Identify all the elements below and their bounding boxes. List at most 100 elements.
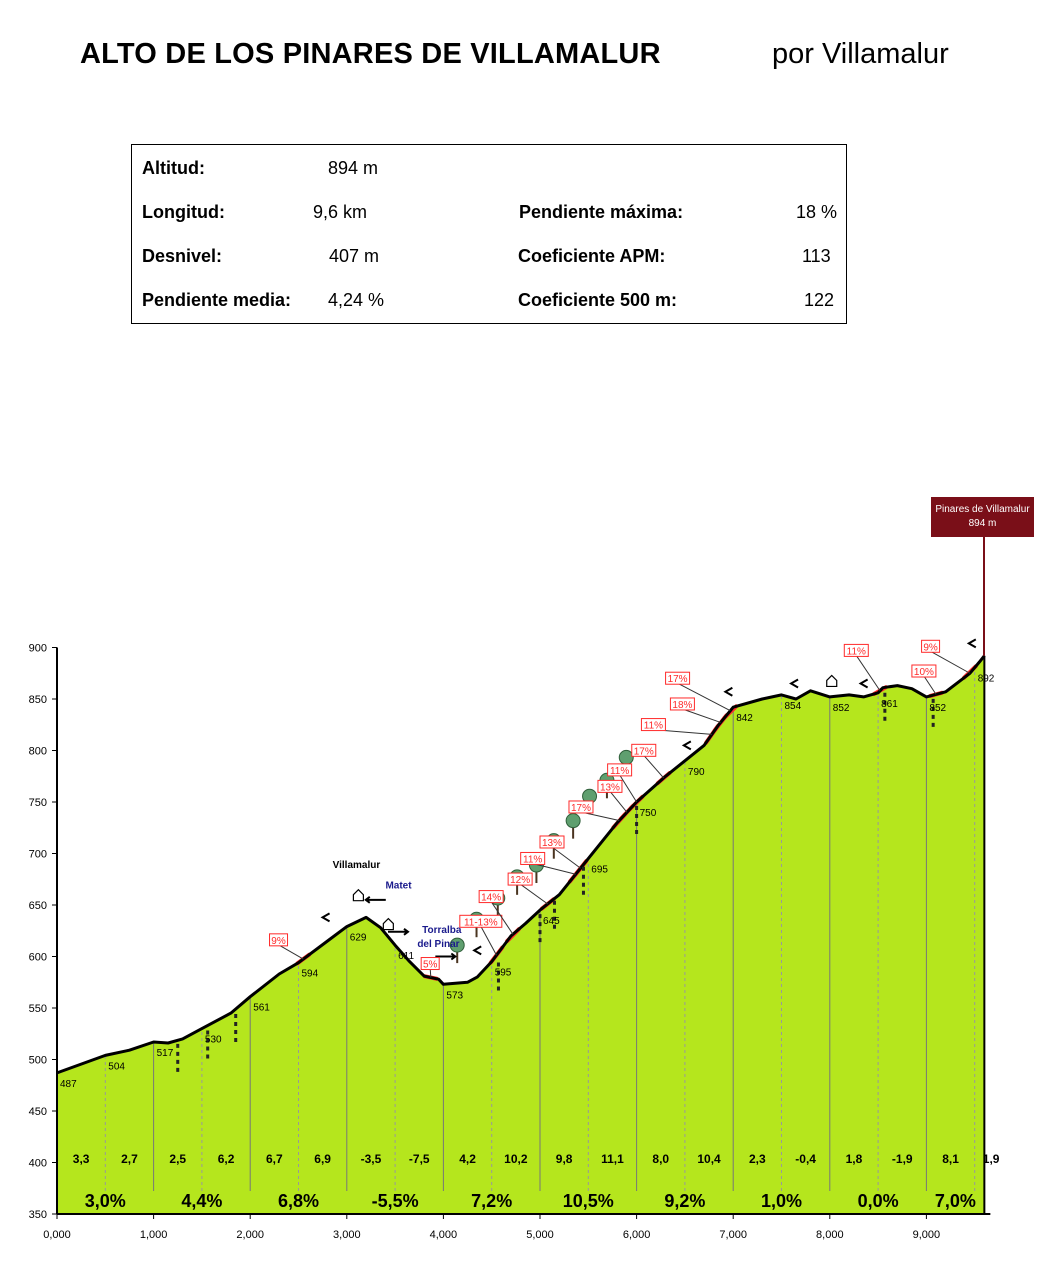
elevation-label: 645: [543, 916, 560, 927]
x-tick-label: 0,000: [43, 1229, 71, 1241]
y-tick-label: 750: [29, 797, 47, 809]
summit-altitude: 894 m: [968, 518, 997, 529]
coef-500-label: Coeficiente 500 m:: [518, 290, 678, 310]
direction-arrow-icon: [364, 896, 386, 904]
callout-box: [911, 664, 937, 678]
y-tick-label: 450: [29, 1106, 47, 1118]
callout-leader: [677, 682, 731, 712]
elevation-label: 595: [495, 968, 512, 979]
altitud-label: Altitud:: [142, 158, 205, 178]
callout-box: [843, 643, 869, 657]
turn-arrow-icon: [723, 686, 733, 697]
half-km-gradient: -0,4: [795, 1152, 816, 1166]
half-km-gradient: 8,1: [942, 1152, 959, 1166]
elevation-label: 594: [302, 969, 319, 980]
y-tick-label: 500: [29, 1055, 47, 1067]
callout-box: [597, 779, 623, 793]
house-icon: [382, 917, 394, 931]
y-tick-label: 800: [29, 746, 47, 758]
callout-leader: [930, 650, 971, 674]
steep-gradient-label: 9%: [271, 936, 286, 947]
longitud-value: 9,6 km: [313, 202, 368, 222]
callout-leader: [923, 675, 937, 695]
km-gradient: 4,4%: [181, 1191, 222, 1211]
callout-box: [640, 718, 666, 732]
y-tick-label: 650: [29, 900, 47, 912]
y-tick-label: 400: [29, 1158, 47, 1170]
half-km-gradient: 9,8: [556, 1152, 573, 1166]
coef-apm-label: Coeficiente APM:: [518, 246, 666, 266]
turn-arrow-icon: [472, 945, 482, 956]
profile-line: [56, 654, 986, 1075]
callout-leader: [480, 926, 497, 956]
page-title: ALTO DE LOS PINARES DE VILLAMALUR: [80, 38, 661, 70]
altitud-value: 894 m: [328, 158, 379, 178]
half-km-gradient: 6,7: [266, 1152, 283, 1166]
profile-area: [57, 655, 985, 1214]
km-gradient: 3,0%: [85, 1191, 126, 1211]
place-name: Villamalur: [333, 860, 381, 871]
x-tick-label: 4,000: [430, 1229, 458, 1241]
half-km-gradient: 2,7: [121, 1152, 138, 1166]
x-tick-label: 6,000: [623, 1229, 651, 1241]
steep-gradient-label: 13%: [600, 782, 620, 793]
y-tick-label: 350: [29, 1209, 47, 1221]
pendiente-maxima-value: 18 %: [796, 202, 838, 222]
elevation-label: 854: [785, 701, 802, 712]
elevation-label: 561: [253, 1003, 270, 1014]
callout-box: [669, 697, 695, 711]
coef-apm-value: 113: [802, 246, 831, 266]
elevation-label: 892: [978, 674, 995, 685]
callout-box: [665, 671, 691, 685]
place-name: Matet: [385, 881, 412, 892]
elevation-label: 842: [736, 713, 753, 724]
tree-icon: [618, 749, 634, 765]
y-tick-label: 900: [29, 643, 47, 655]
x-tick-label: 5,000: [526, 1229, 554, 1241]
half-km-gradient: 10,2: [504, 1152, 528, 1166]
half-km-gradient: 6,2: [218, 1152, 235, 1166]
steep-gradient-label: 5%: [423, 960, 438, 971]
half-km-gradient: 6,9: [314, 1152, 331, 1166]
steep-gradient-label: 10%: [914, 667, 934, 678]
pendiente-media-value: 4,24 %: [328, 290, 385, 310]
steep-gradient-label: 18%: [672, 700, 692, 711]
y-tick-label: 700: [29, 849, 47, 861]
turn-arrow-icon: [966, 638, 977, 649]
elevation-label: 530: [205, 1035, 222, 1046]
steep-gradient-label: 12%: [510, 875, 530, 886]
km-gradient: 7,0%: [935, 1191, 976, 1211]
km-gradient: 1,0%: [761, 1191, 802, 1211]
steep-gradient-label: 11-13%: [464, 917, 498, 928]
elevation-label: 790: [688, 767, 705, 778]
callout-box: [420, 957, 440, 971]
half-km-gradient: -3,5: [361, 1152, 382, 1166]
half-km-gradient: 2,5: [169, 1152, 186, 1166]
km-gradient: 9,2%: [664, 1191, 705, 1211]
elevation-label: 852: [833, 703, 850, 714]
house-icon: [352, 888, 364, 902]
callout-leader: [532, 862, 576, 875]
elevation-label: 573: [446, 990, 463, 1001]
km-gradient: 10,5%: [563, 1191, 614, 1211]
coef-500-value: 122: [804, 290, 835, 310]
direction-arrow-icon: [387, 927, 410, 936]
callout-leader: [855, 655, 881, 692]
callout-box: [478, 890, 504, 904]
callout-box: [921, 639, 941, 653]
turn-arrow-icon: [858, 678, 869, 689]
y-tick-label: 550: [29, 1003, 47, 1015]
callout-leader: [682, 708, 721, 723]
callout-box: [520, 851, 546, 865]
elevation-label: 852: [929, 703, 946, 714]
elevation-label: 861: [881, 699, 898, 710]
callout-leader: [519, 883, 549, 905]
steep-gradient-label: 17%: [668, 674, 688, 685]
tree-icon: [565, 813, 581, 829]
km-gradient: 7,2%: [471, 1191, 512, 1211]
pendiente-media-label: Pendiente media:: [142, 290, 292, 310]
callout-box: [507, 872, 533, 886]
callout-leader: [643, 754, 665, 779]
turn-arrow-icon: [789, 678, 799, 689]
